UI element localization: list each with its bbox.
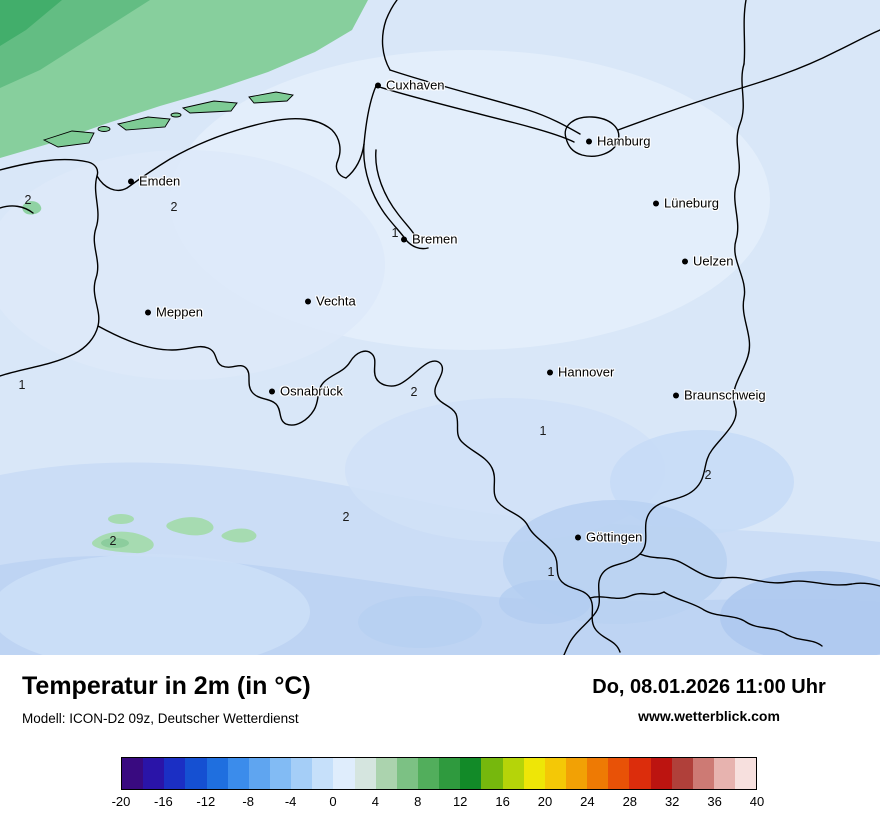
legend-segment (333, 758, 355, 789)
legend-segment (291, 758, 313, 789)
legend-segment (565, 758, 588, 789)
legend-segment (206, 758, 228, 789)
legend-tick-label: 28 (622, 794, 638, 809)
legend-tick-label: 8 (414, 794, 422, 809)
legend-tick-label: 4 (371, 794, 380, 809)
borders-coastlines (0, 0, 880, 655)
website-url: www.wetterblick.com (638, 708, 780, 724)
legend-segment (523, 758, 545, 789)
legend-segment (143, 758, 165, 789)
page-title: Temperatur in 2m (in °C) (22, 672, 311, 700)
legend-tick-label: 36 (707, 794, 722, 809)
legend-segment (227, 758, 249, 789)
legend-bar (121, 757, 757, 790)
legend-segment (671, 758, 693, 789)
legend-tick-label: 12 (452, 794, 468, 809)
legend-tick-label: -20 (111, 794, 131, 809)
legend-segment (713, 758, 736, 789)
legend-segment (460, 758, 482, 789)
legend-tick-label: -8 (242, 794, 254, 809)
legend-segment (650, 758, 672, 789)
legend-segment (269, 758, 292, 789)
legend-segment (629, 758, 651, 789)
legend-tick-label: -16 (153, 794, 173, 809)
legend-tick-label: 20 (537, 794, 553, 809)
legend-segment (248, 758, 270, 789)
legend-tick-label: -12 (196, 794, 216, 809)
map-container: Cuxhaven Hamburg Emden Lüneburg Bremen Uelzen… (0, 0, 880, 655)
legend-segment (122, 758, 144, 789)
legend-segment (375, 758, 397, 789)
legend-segment (164, 758, 186, 789)
legend-ticks: -20 -16 -12 -8 -4 0 4 8 12 16 20 24 28 32 36 40 (112, 794, 765, 812)
legend-tick-label: 0 (329, 794, 337, 809)
legend-segment (692, 758, 714, 789)
legend-segment (481, 758, 503, 789)
legend-segment (544, 758, 566, 789)
legend-segment (396, 758, 418, 789)
legend-tick-label: -4 (284, 794, 297, 809)
legend-tick-label: 32 (664, 794, 680, 809)
legend-tick-label: 16 (495, 794, 510, 809)
weather-map-svg (0, 0, 880, 655)
frisian-islands (42, 91, 294, 148)
legend-tick-label: 40 (749, 794, 765, 809)
legend-segment (312, 758, 334, 789)
legend-tick-label: 24 (580, 794, 595, 809)
forecast-datetime: Do, 08.01.2026 11:00 Uhr (592, 676, 826, 698)
legend-segment (185, 758, 207, 789)
legend-segment (439, 758, 461, 789)
legend-segment (608, 758, 630, 789)
legend-segment (354, 758, 376, 789)
model-info: Modell: ICON-D2 09z, Deutscher Wetterdie… (22, 711, 299, 726)
legend-segment (735, 758, 757, 789)
legend-segment (587, 758, 609, 789)
footer-right: Do, 08.01.2026 11:00 Uhr www.wetterblick… (556, 676, 862, 724)
north-sea-area (0, 0, 368, 158)
legend-segment (502, 758, 524, 789)
legend-segment (417, 758, 440, 789)
